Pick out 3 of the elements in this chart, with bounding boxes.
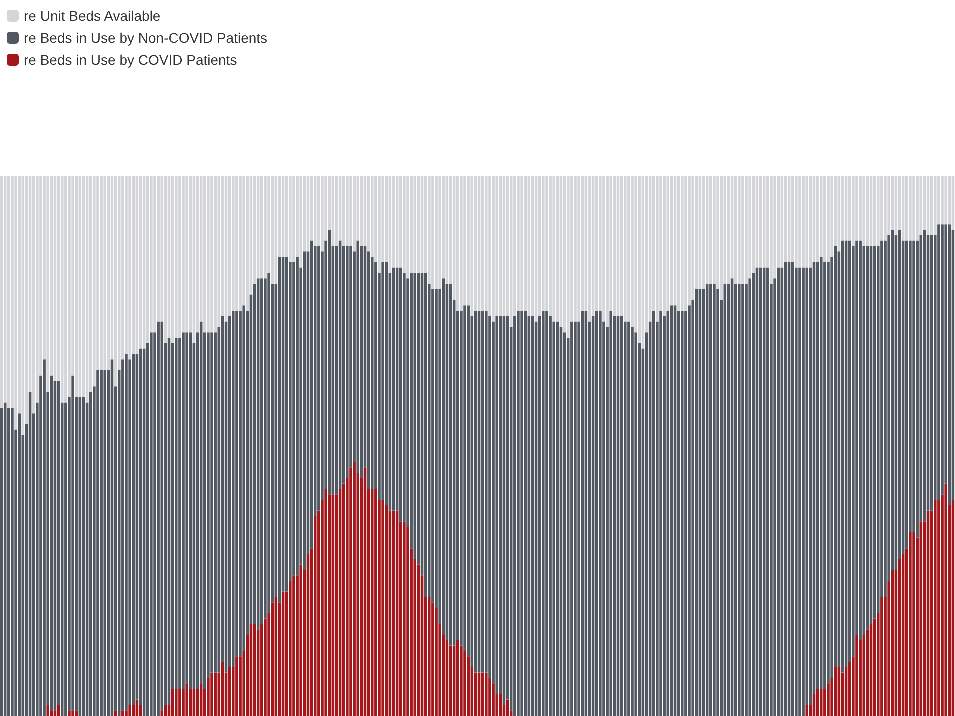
legend-label: re Beds in Use by Non-COVID Patients [24,30,268,46]
legend-label: re Beds in Use by COVID Patients [24,52,238,68]
legend-label: re Unit Beds Available [24,8,161,24]
